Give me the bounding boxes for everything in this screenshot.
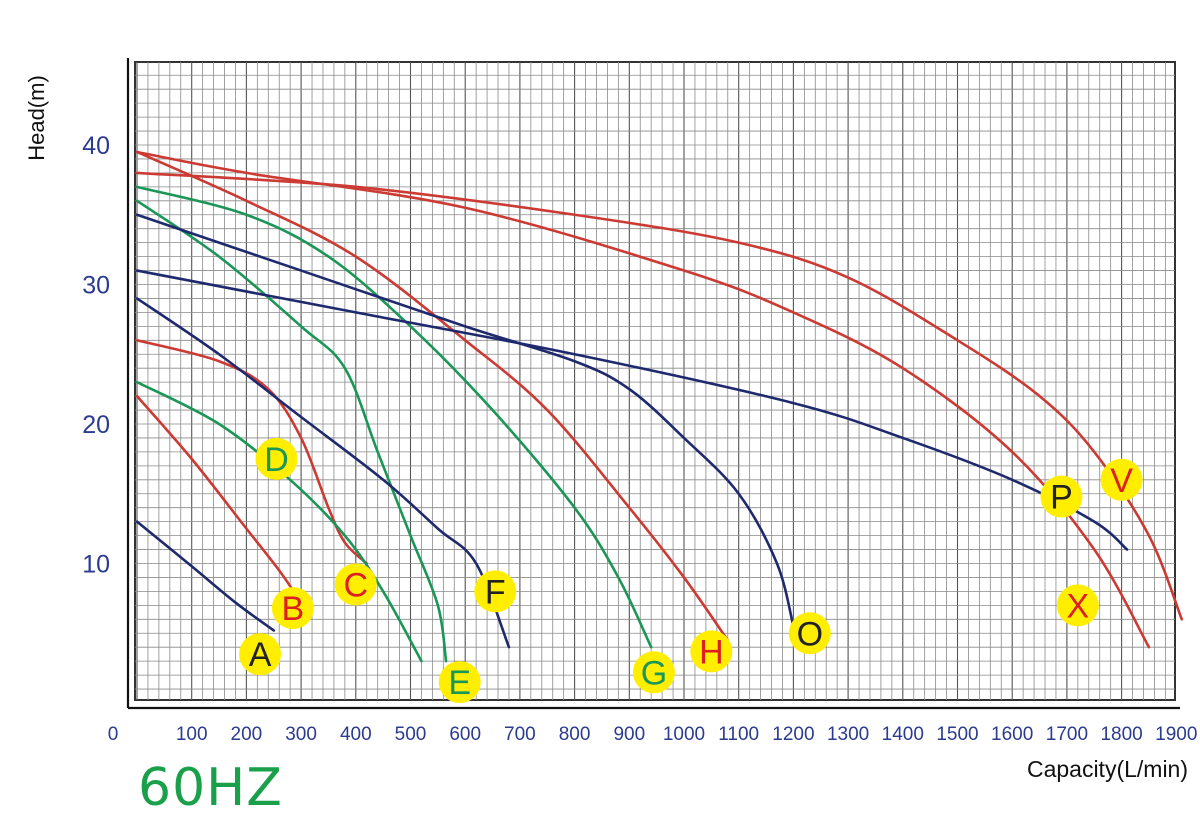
series-label-d: D — [264, 441, 289, 479]
axes: 0 100 200 300 400 500 600 700 800 900 1000 1100 1200… — [82, 58, 1197, 745]
series-labels: AB C D E F GH O P V X — [239, 437, 1143, 704]
x-axis-label: Capacity(L/min) — [1027, 756, 1188, 782]
series-line-e — [135, 199, 448, 663]
y-tick-label: 10 — [82, 551, 110, 579]
series-line-h — [135, 150, 730, 642]
series-line-o — [135, 213, 795, 628]
x-tick-label: 1400 — [882, 724, 924, 745]
series-label-e: E — [448, 664, 471, 702]
x-tick-label: 1000 — [663, 724, 705, 745]
series-marker-c — [334, 563, 377, 606]
series-label-o: O — [797, 615, 823, 653]
x-tick-label: 200 — [231, 724, 263, 745]
series-marker-d — [255, 437, 298, 480]
x-tick-label: 1500 — [936, 724, 978, 745]
x-tick-label: 0 — [108, 724, 119, 745]
series-line-f — [135, 297, 511, 649]
series-line-d — [135, 380, 423, 663]
series-line-g — [135, 185, 653, 649]
series-marker-x — [1056, 584, 1099, 627]
series-marker-b — [271, 587, 314, 630]
y-tick-label: 20 — [82, 411, 110, 439]
series-label-b: B — [282, 590, 305, 628]
x-tick-label: 1300 — [827, 724, 869, 745]
series-label-c: C — [344, 566, 369, 604]
series-label-h: H — [699, 633, 724, 671]
y-tick-label: 40 — [82, 132, 110, 160]
x-tick-label: 500 — [395, 724, 427, 745]
x-tick-label: 700 — [504, 724, 536, 745]
series-label-v: V — [1110, 462, 1133, 500]
series-marker-v — [1100, 458, 1143, 501]
x-tick-label: 1700 — [1046, 724, 1088, 745]
series-marker-p — [1040, 475, 1083, 518]
y-axis-label: Head(m) — [24, 75, 49, 161]
series-label-x: X — [1066, 587, 1089, 625]
x-tick-label: 900 — [613, 724, 645, 745]
x-tick-label: 1800 — [1100, 724, 1142, 745]
x-tick-label: 100 — [176, 724, 208, 745]
x-tick-label: 1100 — [718, 724, 759, 745]
x-tick-label: 400 — [340, 724, 372, 745]
series-label-g: G — [641, 654, 667, 692]
x-tick-label: 600 — [449, 724, 481, 745]
x-tick-label: 300 — [285, 724, 317, 745]
plot-area — [134, 61, 1176, 701]
x-tick-label: 800 — [559, 724, 591, 745]
series-label-p: P — [1050, 479, 1073, 517]
series-marker-a — [239, 633, 282, 676]
y-tick-label: 30 — [82, 272, 110, 300]
x-tick-label: 1900 — [1155, 724, 1197, 745]
series-marker-h — [690, 630, 733, 673]
series-marker-g — [632, 651, 675, 694]
series-marker-o — [788, 612, 831, 655]
series-line-c — [135, 339, 369, 565]
x-tick-label: 1600 — [991, 724, 1033, 745]
series-label-f: F — [485, 573, 506, 611]
series-line-a — [135, 520, 276, 632]
x-tick-label: 1200 — [772, 724, 814, 745]
frequency-label: 60HZ — [138, 758, 283, 818]
series-marker-e — [438, 661, 481, 704]
series-label-a: A — [249, 636, 272, 674]
series-marker-f — [474, 570, 517, 613]
series-line-b — [135, 394, 303, 604]
